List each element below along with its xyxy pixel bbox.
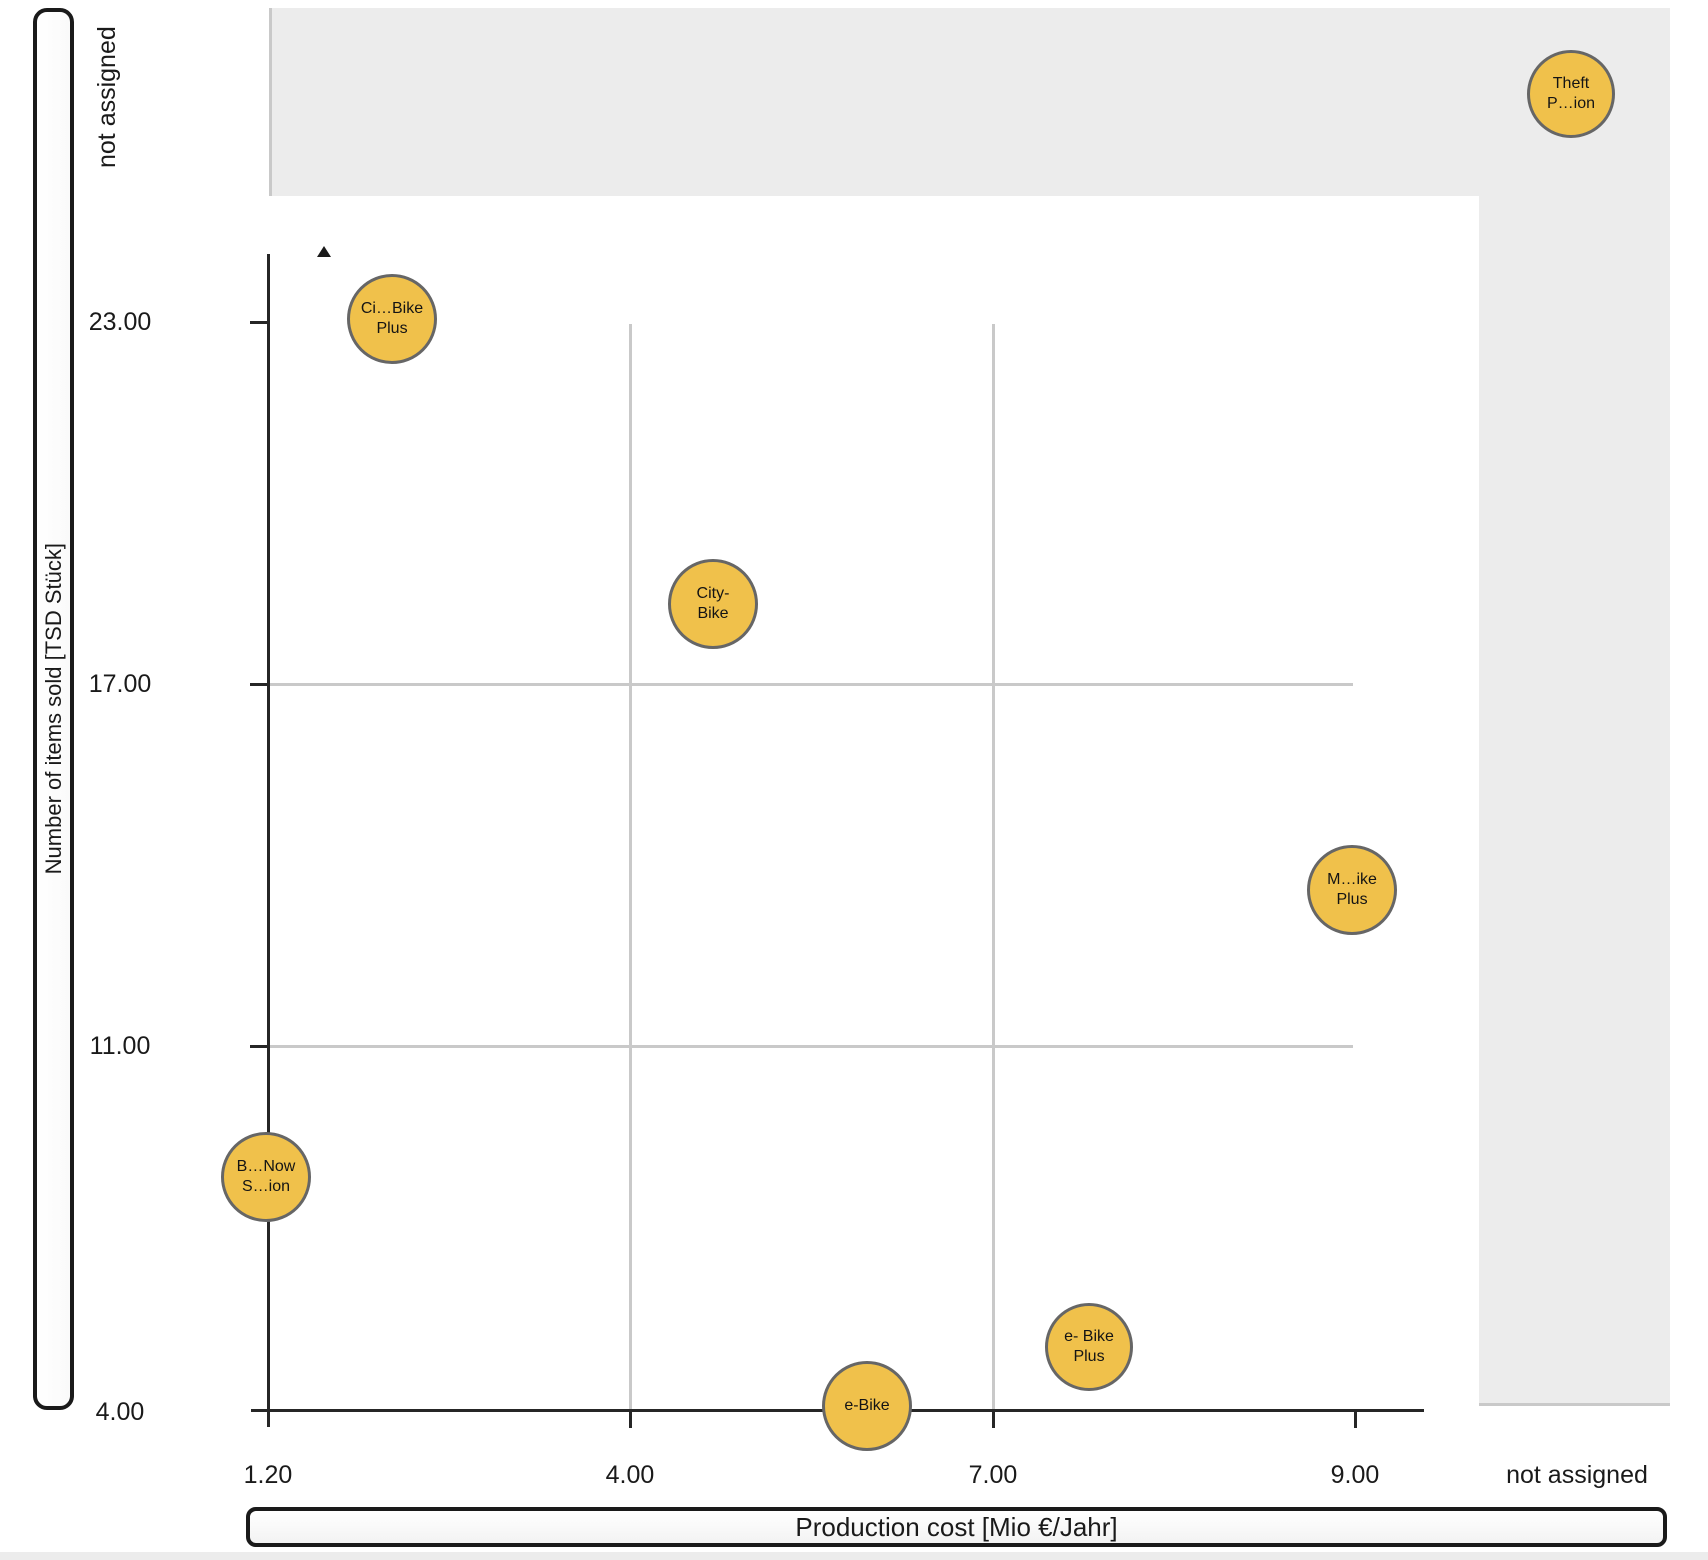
x-axis-title: Production cost [Mio €/Jahr] (795, 1511, 1118, 1542)
bubble-city-bike[interactable]: City- Bike (668, 559, 758, 649)
bubble-label: Plus (376, 320, 408, 337)
bubble-label: S…ion (241, 1178, 291, 1195)
bubble-label: B…Now (236, 1158, 296, 1175)
y-tick-mark (250, 320, 268, 324)
bubble-label: Plus (1336, 891, 1368, 908)
x-tick-label: 4.00 (605, 1461, 655, 1489)
y-tick-label: 23.00 (88, 308, 152, 336)
y-tick-mark (250, 1044, 268, 1048)
y-axis-line (267, 254, 270, 1427)
x-tick-label: 1.20 (243, 1461, 293, 1489)
bubble-label: e- Bike (1064, 1328, 1114, 1345)
gridline-vertical (628, 324, 632, 1410)
y-tick-mark (250, 682, 268, 686)
bubble-label: Plus (1073, 1348, 1105, 1365)
bubble-label: P…ion (1546, 95, 1596, 112)
bubble-label: e-Bike (844, 1397, 890, 1414)
bubble-label: City- (696, 585, 730, 602)
x-tick-label: 9.00 (1330, 1461, 1380, 1489)
gridline-horizontal (269, 682, 1353, 686)
axis-arrow-icon (317, 246, 331, 257)
y-axis-title-box: Number of items sold [TSD Stück] (33, 8, 74, 1410)
bubble-m-ike-plus[interactable]: M…ike Plus (1307, 845, 1397, 935)
bubble-e-bike[interactable]: e-Bike (822, 1361, 912, 1451)
x-tick-mark (628, 1410, 632, 1428)
not-assigned-region-right (1479, 196, 1670, 1406)
gridline-vertical (991, 324, 995, 1410)
bubble-theft-p-ion[interactable]: Theft P…ion (1527, 50, 1615, 138)
not-assigned-region-top (269, 8, 1670, 196)
y-axis-title: Number of items sold [TSD Stück] (40, 543, 66, 875)
x-tick-mark (991, 1410, 995, 1428)
x-axis-not-assigned-label: not assigned (1506, 1461, 1648, 1489)
bubble-label: Theft (1552, 75, 1590, 92)
bubble-b-now-s-ion[interactable]: B…Now S…ion (221, 1132, 311, 1222)
x-axis-title-box: Production cost [Mio €/Jahr] (246, 1507, 1667, 1547)
bottom-strip (0, 1552, 1708, 1560)
bubble-e-bike-plus[interactable]: e- Bike Plus (1045, 1303, 1133, 1391)
bubble-label: Bike (697, 605, 729, 622)
bubble-label: Ci…Bike (360, 300, 424, 317)
y-tick-label: 4.00 (95, 1398, 145, 1426)
y-tick-label: 11.00 (89, 1032, 151, 1060)
y-axis-not-assigned-label: not assigned (93, 26, 121, 169)
y-tick-label: 17.00 (88, 670, 152, 698)
bubble-ci-bike-plus[interactable]: Ci…Bike Plus (347, 274, 437, 364)
x-tick-mark (1353, 1410, 1357, 1428)
x-tick-label: 7.00 (968, 1461, 1018, 1489)
gridline-horizontal (269, 1044, 1353, 1048)
bubble-label: M…ike (1327, 871, 1377, 888)
